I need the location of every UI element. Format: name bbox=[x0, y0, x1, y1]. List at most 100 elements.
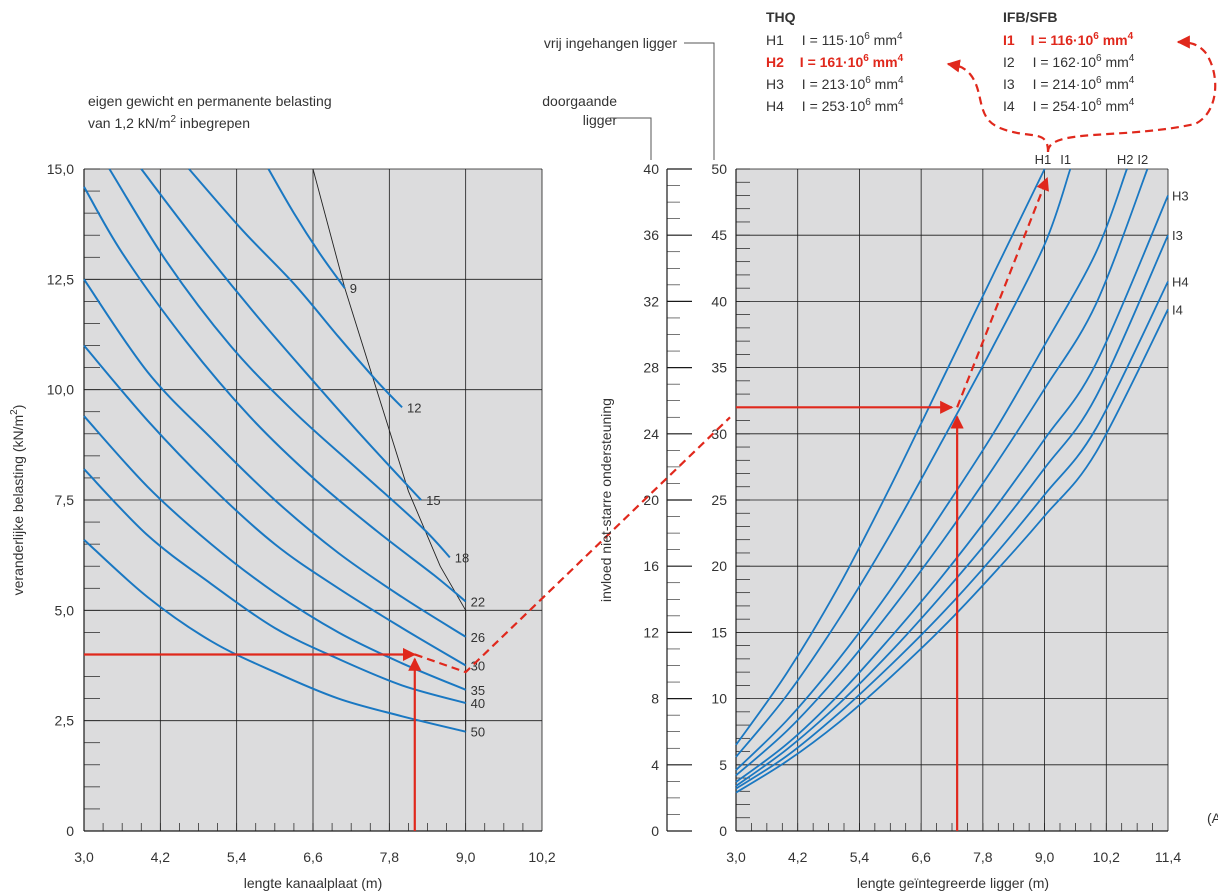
legend-thq-row: H3 I = 213·106 mm4 bbox=[766, 75, 904, 92]
right-y-tick-label: 25 bbox=[711, 492, 727, 508]
corner-text: (A bbox=[1207, 810, 1218, 826]
left-y-tick-label: 0 bbox=[66, 823, 74, 839]
right-y-axis-label: invloed niet-starre ondersteuning bbox=[598, 398, 614, 602]
right-y-tick-label: 35 bbox=[711, 360, 727, 376]
secondary-y-tick-label: 16 bbox=[643, 558, 659, 574]
right-series-label: H3 bbox=[1172, 188, 1189, 203]
legend-thq-row: H1 I = 115·106 mm4 bbox=[766, 31, 903, 48]
right-y-tick-label: 50 bbox=[711, 161, 727, 177]
scale-simple-label: vrij ingehangen ligger bbox=[544, 35, 677, 51]
left-series-line-35 bbox=[83, 415, 467, 691]
secondary-y-tick-label: 28 bbox=[643, 360, 659, 376]
secondary-y-tick-label: 32 bbox=[643, 293, 659, 309]
left-series-line-40 bbox=[83, 468, 466, 704]
legend-thq-title: THQ bbox=[766, 9, 796, 25]
right-series-label: H1 bbox=[1035, 152, 1052, 167]
right-series-line-I1 bbox=[735, 168, 1072, 758]
left-series-label: 15 bbox=[426, 493, 440, 508]
left-y-tick-label: 15,0 bbox=[47, 161, 74, 177]
right-series-line-I4 bbox=[735, 308, 1169, 794]
legend-ifb-row: I2 I = 162·106 mm4 bbox=[1003, 53, 1135, 70]
left-series-label: 30 bbox=[471, 659, 485, 674]
right-y-tick-label: 0 bbox=[719, 823, 727, 839]
left-y-tick-label: 5,0 bbox=[55, 602, 75, 618]
left-x-tick-label: 6,6 bbox=[303, 849, 323, 865]
right-x-tick-label: 6,6 bbox=[911, 849, 931, 865]
legend-thq-row: H4 I = 253·106 mm4 bbox=[766, 97, 904, 114]
transfer-dashed-line bbox=[414, 416, 731, 674]
legend-ifb-row: I1 I = 116·106 mm4 bbox=[1003, 31, 1134, 48]
right-series-label: I4 bbox=[1172, 302, 1183, 317]
left-y-tick-label: 7,5 bbox=[55, 492, 75, 508]
left-series-label: 50 bbox=[471, 725, 485, 740]
right-series-line-H4 bbox=[735, 281, 1169, 790]
left-x-tick-label: 5,4 bbox=[227, 849, 247, 865]
legend-ifb-row: I3 I = 214·106 mm4 bbox=[1003, 75, 1135, 92]
right-example-dashed-arrow bbox=[956, 177, 1049, 408]
example-arrows bbox=[84, 35, 1217, 831]
left-series-line-22 bbox=[83, 186, 467, 603]
left-series-label: 9 bbox=[350, 281, 357, 296]
right-y-tick-label: 45 bbox=[711, 227, 727, 243]
right-y-tick-label: 20 bbox=[711, 558, 727, 574]
scale-continuous-label-2: ligger bbox=[583, 112, 618, 128]
left-x-tick-label: 10,2 bbox=[528, 849, 555, 865]
legend-ifb-row: I4 I = 254·106 mm4 bbox=[1003, 97, 1135, 114]
left-series-label: 35 bbox=[471, 683, 485, 698]
dashed-arrow-to-h2 bbox=[946, 59, 1050, 153]
left-series-label: 12 bbox=[407, 400, 421, 415]
right-series-label: I3 bbox=[1172, 228, 1183, 243]
left-y-tick-label: 12,5 bbox=[47, 271, 74, 287]
left-series-line-9 bbox=[267, 168, 346, 289]
secondary-y-tick-label: 12 bbox=[643, 624, 659, 640]
right-series-label: I2 bbox=[1137, 152, 1148, 167]
right-series-line-H1 bbox=[735, 168, 1046, 746]
right-y-tick-label: 15 bbox=[711, 624, 727, 640]
right-axis-ticks: 3,0 4,2 5,4 6,6 7,8 9,0 10,2 11,4 0 5 10 15 20 25 30 35… bbox=[643, 161, 1181, 865]
left-y-tick-label: 10,0 bbox=[47, 382, 74, 398]
right-y-tick-label: 10 bbox=[711, 691, 727, 707]
right-x-tick-label: 5,4 bbox=[850, 849, 870, 865]
legend-thq-row: H2 I = 161·106 mm4 bbox=[766, 53, 904, 70]
right-series-line-I2 bbox=[735, 168, 1149, 777]
left-series-label: 26 bbox=[471, 630, 485, 645]
right-series-label: I1 bbox=[1060, 152, 1071, 167]
left-note-line2: van 1,2 kN/m2 inbegrepen bbox=[88, 114, 250, 131]
right-y-tick-label: 40 bbox=[711, 293, 727, 309]
secondary-y-tick-label: 40 bbox=[643, 161, 659, 177]
right-series-line-I3 bbox=[735, 234, 1169, 787]
left-x-tick-label: 3,0 bbox=[74, 849, 94, 865]
right-y-tick-label: 30 bbox=[711, 426, 727, 442]
right-x-tick-label: 4,2 bbox=[788, 849, 808, 865]
right-x-tick-label: 10,2 bbox=[1093, 849, 1120, 865]
secondary-y-tick-label: 4 bbox=[651, 757, 659, 773]
left-x-axis-label: lengte kanaalplaat (m) bbox=[244, 875, 383, 891]
legend-ifb-title: IFB/SFB bbox=[1003, 9, 1057, 25]
right-series-labels: H1 I1 H2 I2 H3 I3 H4 I4 bbox=[1035, 152, 1189, 317]
secondary-y-tick-label: 0 bbox=[651, 823, 659, 839]
left-series-line-18 bbox=[108, 168, 451, 559]
left-series-line-15 bbox=[140, 168, 422, 501]
legend: THQ IFB/SFB H1 I = 115·106 mm4 H2 I = 161·1… bbox=[766, 9, 1135, 114]
right-series-label: H4 bbox=[1172, 275, 1189, 290]
secondary-y-tick-label: 24 bbox=[643, 426, 659, 442]
right-grid bbox=[666, 168, 1169, 832]
right-series-line-H2 bbox=[735, 168, 1128, 771]
left-series bbox=[83, 168, 467, 733]
scale-continuous-leader bbox=[610, 117, 652, 160]
scale-simple-leader bbox=[684, 42, 715, 160]
dashed-arrow-to-i1 bbox=[1046, 35, 1217, 153]
right-x-axis-label: lengte geïntegreerde ligger (m) bbox=[857, 875, 1049, 891]
left-y-axis-label: veranderlijke belasting (kN/m2) bbox=[9, 405, 26, 596]
right-y-tick-label: 5 bbox=[719, 757, 727, 773]
left-series-label: 22 bbox=[471, 595, 485, 610]
left-series-line-12 bbox=[188, 168, 403, 408]
right-x-tick-label: 3,0 bbox=[726, 849, 746, 865]
right-x-tick-label: 11,4 bbox=[1155, 849, 1181, 865]
left-series-line-26 bbox=[83, 278, 467, 638]
scale-continuous-label-1: doorgaande bbox=[542, 93, 617, 109]
left-y-tick-label: 2,5 bbox=[55, 713, 75, 729]
left-x-tick-label: 4,2 bbox=[151, 849, 171, 865]
right-series-label: H2 bbox=[1117, 152, 1134, 167]
